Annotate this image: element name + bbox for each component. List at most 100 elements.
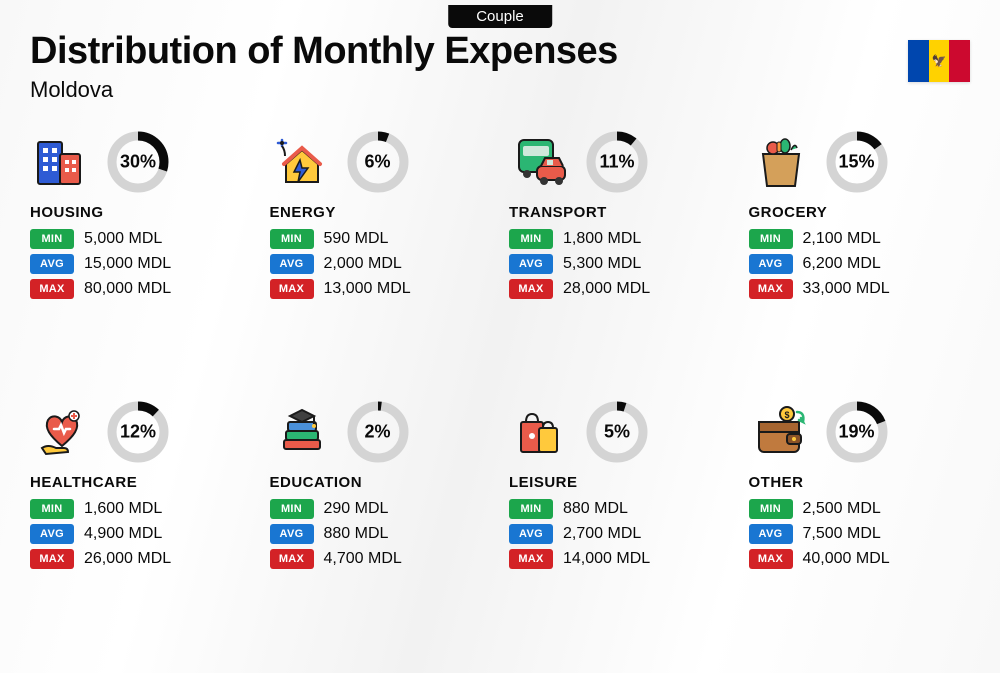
- max-tag: MAX: [749, 279, 793, 299]
- row-avg: AVG 2,700 MDL: [509, 524, 731, 544]
- avg-tag: AVG: [749, 524, 793, 544]
- row-min: MIN 1,800 MDL: [509, 229, 731, 249]
- wallet-icon: $: [749, 400, 813, 464]
- min-tag: MIN: [30, 229, 74, 249]
- percent-label: 2%: [364, 421, 390, 442]
- min-tag: MIN: [749, 229, 793, 249]
- row-max: MAX 4,700 MDL: [270, 549, 492, 569]
- row-min: MIN 2,500 MDL: [749, 499, 971, 519]
- donut-other: 19%: [825, 400, 889, 464]
- min-value: 590 MDL: [324, 230, 389, 248]
- flag-emblem-icon: 🦅: [932, 54, 947, 68]
- svg-text:$: $: [784, 410, 789, 420]
- bus-car-icon: [509, 130, 573, 194]
- row-min: MIN 880 MDL: [509, 499, 731, 519]
- row-avg: AVG 2,000 MDL: [270, 254, 492, 274]
- percent-label: 30%: [120, 152, 156, 173]
- card-leisure: 5% LEISURE MIN 880 MDL AVG 2,700 MDL MAX…: [509, 400, 731, 654]
- max-value: 80,000 MDL: [84, 280, 171, 298]
- avg-value: 4,900 MDL: [84, 525, 162, 543]
- min-value: 2,500 MDL: [803, 500, 881, 518]
- card-education: 2% EDUCATION MIN 290 MDL AVG 880 MDL MAX…: [270, 400, 492, 654]
- donut-grocery: 15%: [825, 130, 889, 194]
- percent-label: 6%: [364, 152, 390, 173]
- card-other: $ 19% OTHER MIN 2,500 MDL AVG 7,500 MDL …: [749, 400, 971, 654]
- row-avg: AVG 7,500 MDL: [749, 524, 971, 544]
- donut-leisure: 5%: [585, 400, 649, 464]
- books-cap-icon: [270, 400, 334, 464]
- category-name: OTHER: [749, 474, 971, 491]
- category-name: HEALTHCARE: [30, 474, 252, 491]
- flag-stripe-yellow: 🦅: [929, 40, 950, 82]
- min-value: 290 MDL: [324, 500, 389, 518]
- avg-tag: AVG: [270, 524, 314, 544]
- row-avg: AVG 15,000 MDL: [30, 254, 252, 274]
- percent-label: 19%: [838, 421, 874, 442]
- min-value: 1,800 MDL: [563, 230, 641, 248]
- row-min: MIN 2,100 MDL: [749, 229, 971, 249]
- min-tag: MIN: [749, 499, 793, 519]
- avg-value: 2,700 MDL: [563, 525, 641, 543]
- house-energy-icon: [270, 130, 334, 194]
- buildings-icon: [30, 130, 94, 194]
- min-value: 1,600 MDL: [84, 500, 162, 518]
- row-min: MIN 290 MDL: [270, 499, 492, 519]
- row-min: MIN 1,600 MDL: [30, 499, 252, 519]
- avg-tag: AVG: [509, 254, 553, 274]
- row-min: MIN 590 MDL: [270, 229, 492, 249]
- donut-housing: 30%: [106, 130, 170, 194]
- max-value: 14,000 MDL: [563, 550, 650, 568]
- donut-transport: 11%: [585, 130, 649, 194]
- percent-label: 5%: [604, 421, 630, 442]
- donut-healthcare: 12%: [106, 400, 170, 464]
- max-tag: MAX: [270, 549, 314, 569]
- min-tag: MIN: [509, 229, 553, 249]
- min-value: 2,100 MDL: [803, 230, 881, 248]
- row-min: MIN 5,000 MDL: [30, 229, 252, 249]
- flag-stripe-blue: [908, 40, 929, 82]
- avg-value: 880 MDL: [324, 525, 389, 543]
- max-tag: MAX: [749, 549, 793, 569]
- category-name: LEISURE: [509, 474, 731, 491]
- row-max: MAX 13,000 MDL: [270, 279, 492, 299]
- avg-tag: AVG: [749, 254, 793, 274]
- grocery-bag-icon: [749, 130, 813, 194]
- category-name: GROCERY: [749, 204, 971, 221]
- avg-value: 6,200 MDL: [803, 255, 881, 273]
- avg-value: 2,000 MDL: [324, 255, 402, 273]
- avg-tag: AVG: [270, 254, 314, 274]
- row-avg: AVG 5,300 MDL: [509, 254, 731, 274]
- card-transport: 11% TRANSPORT MIN 1,800 MDL AVG 5,300 MD…: [509, 130, 731, 384]
- max-tag: MAX: [30, 279, 74, 299]
- expense-grid: 30% HOUSING MIN 5,000 MDL AVG 15,000 MDL…: [30, 130, 970, 653]
- heart-hand-icon: [30, 400, 94, 464]
- row-max: MAX 14,000 MDL: [509, 549, 731, 569]
- row-max: MAX 26,000 MDL: [30, 549, 252, 569]
- min-tag: MIN: [270, 499, 314, 519]
- avg-value: 15,000 MDL: [84, 255, 171, 273]
- shopping-bags-icon: [509, 400, 573, 464]
- donut-energy: 6%: [346, 130, 410, 194]
- max-value: 28,000 MDL: [563, 280, 650, 298]
- header: Distribution of Monthly Expenses Moldova: [30, 30, 970, 103]
- moldova-flag: 🦅: [908, 40, 970, 82]
- max-tag: MAX: [509, 549, 553, 569]
- min-tag: MIN: [509, 499, 553, 519]
- avg-value: 5,300 MDL: [563, 255, 641, 273]
- card-housing: 30% HOUSING MIN 5,000 MDL AVG 15,000 MDL…: [30, 130, 252, 384]
- max-value: 26,000 MDL: [84, 550, 171, 568]
- min-tag: MIN: [270, 229, 314, 249]
- country-subtitle: Moldova: [30, 77, 970, 103]
- donut-education: 2%: [346, 400, 410, 464]
- max-tag: MAX: [509, 279, 553, 299]
- max-tag: MAX: [30, 549, 74, 569]
- percent-label: 12%: [120, 421, 156, 442]
- max-value: 13,000 MDL: [324, 280, 411, 298]
- card-grocery: 15% GROCERY MIN 2,100 MDL AVG 6,200 MDL …: [749, 130, 971, 384]
- max-tag: MAX: [270, 279, 314, 299]
- min-value: 880 MDL: [563, 500, 628, 518]
- row-avg: AVG 4,900 MDL: [30, 524, 252, 544]
- category-name: HOUSING: [30, 204, 252, 221]
- household-badge: Couple: [448, 5, 552, 28]
- avg-tag: AVG: [30, 254, 74, 274]
